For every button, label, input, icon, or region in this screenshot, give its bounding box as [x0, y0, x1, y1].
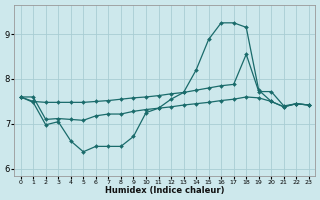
X-axis label: Humidex (Indice chaleur): Humidex (Indice chaleur): [105, 186, 225, 195]
